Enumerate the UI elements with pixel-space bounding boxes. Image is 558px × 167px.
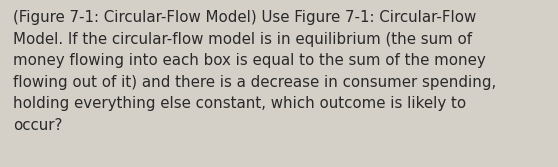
Text: (Figure 7-1: Circular-Flow Model) Use Figure 7-1: Circular-Flow
Model. If the ci: (Figure 7-1: Circular-Flow Model) Use Fi… [13,10,496,133]
